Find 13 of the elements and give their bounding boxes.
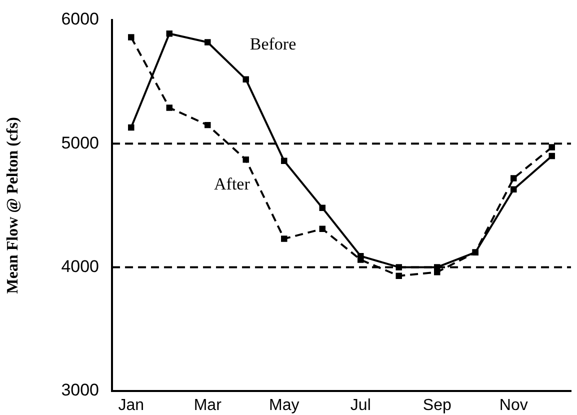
x-tick-label: Jul: [350, 396, 371, 414]
x-tick-label: May: [269, 396, 300, 414]
y-tick-label: 4000: [61, 256, 100, 276]
y-tick-label: 6000: [61, 10, 100, 29]
x-tick-label: Sep: [422, 396, 452, 414]
x-tick-label: Mar: [194, 396, 222, 414]
series-label: After: [214, 174, 250, 194]
y-tick-label: 5000: [61, 133, 100, 152]
series-label: Before: [250, 34, 296, 54]
x-tick-label: Jan: [118, 396, 144, 414]
x-tick-label: Nov: [499, 396, 528, 414]
y-tick-label: 3000: [61, 380, 100, 400]
y-axis-title: Mean Flow @ Pelton (cfs): [4, 117, 22, 294]
